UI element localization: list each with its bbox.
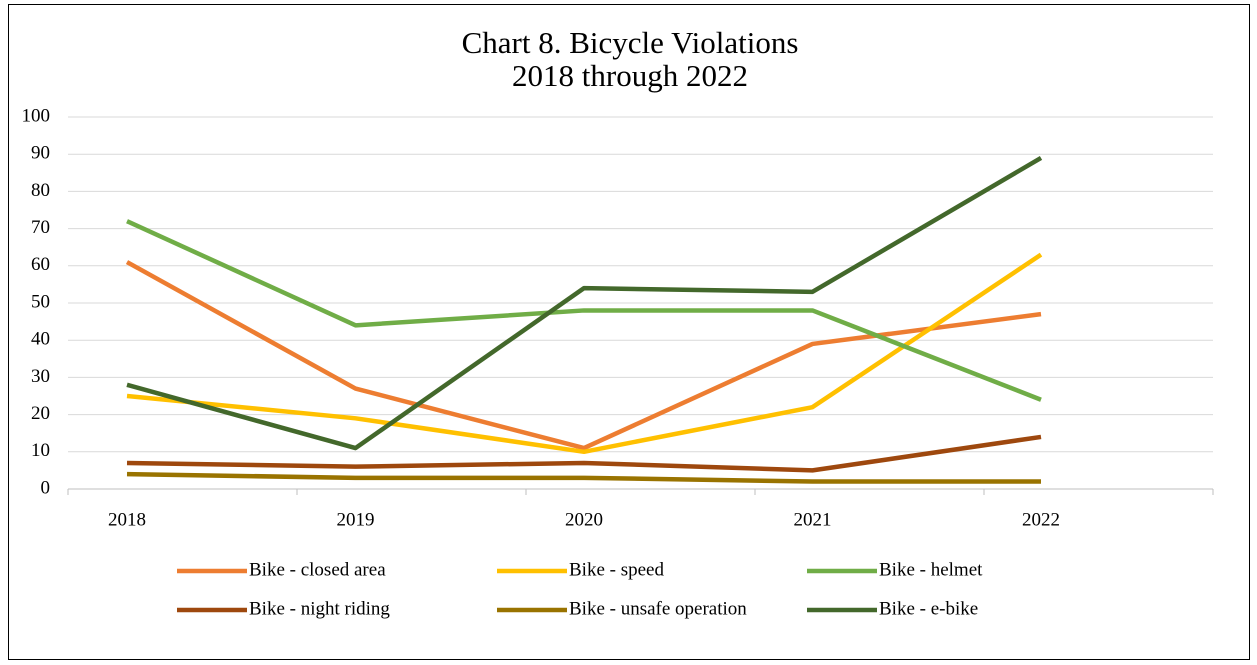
x-tick-label: 2020 [565,509,603,530]
legend-label: Bike - helmet [879,559,983,580]
y-tick-label: 30 [31,366,50,387]
x-tick-label: 2018 [108,509,146,530]
legend-label: Bike - night riding [249,598,390,619]
legend-label: Bike - unsafe operation [569,598,747,619]
y-tick-label: 100 [22,105,51,126]
y-tick-label: 80 [31,180,50,201]
y-tick-label: 0 [41,477,51,498]
legend-label: Bike - speed [569,559,664,580]
chart-frame [8,4,1250,660]
x-tick-label: 2019 [337,509,375,530]
x-tick-label: 2021 [794,509,832,530]
chart-subtitle: 2018 through 2022 [512,58,748,93]
series-line [126,155,1043,451]
series-line [126,471,1041,484]
y-tick-label: 60 [31,254,50,275]
y-tick-label: 70 [31,217,50,238]
chart-title: Chart 8. Bicycle Violations [462,25,799,60]
series-line [125,260,1042,451]
legend-label: Bike - e-bike [879,598,978,619]
y-tick-label: 20 [31,403,50,424]
series-line [126,252,1043,455]
series-line [126,219,1042,402]
y-tick-label: 50 [31,291,50,312]
y-tick-label: 40 [31,329,50,350]
legend-label: Bike - closed area [249,559,386,580]
x-tick-label: 2022 [1022,509,1060,530]
y-tick-label: 10 [31,440,50,461]
series-line [126,434,1042,473]
y-tick-label: 90 [31,143,50,164]
